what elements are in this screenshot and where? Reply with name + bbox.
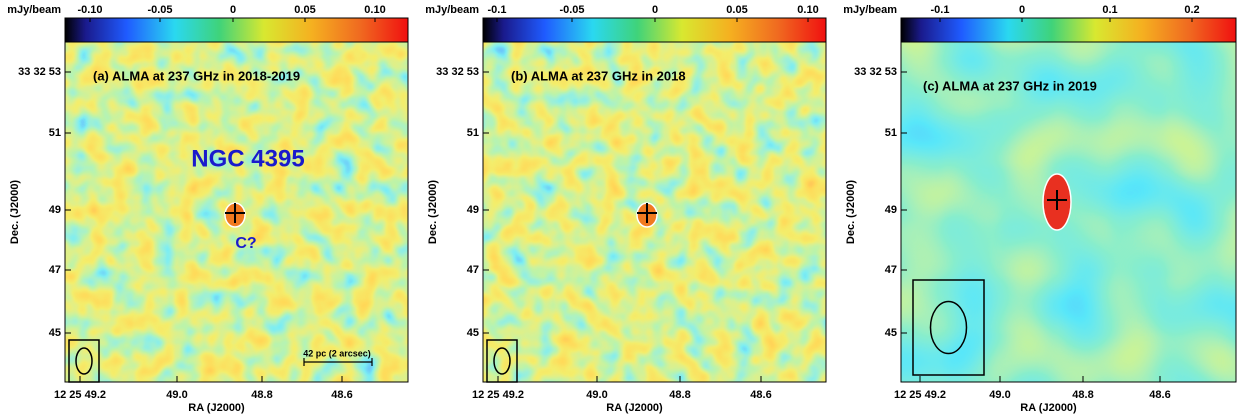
beam-box — [912, 279, 985, 376]
x-tick-label: 48.6 — [331, 389, 352, 401]
x-tick-label: 49.0 — [989, 389, 1010, 401]
y-tick-label: 47 — [467, 264, 479, 276]
colorbar-tick-label: -0.05 — [147, 4, 172, 16]
position-cross — [637, 203, 657, 223]
colorbar-tick-label: -0.05 — [559, 4, 584, 16]
y-axis-label: Dec. (J2000) — [9, 180, 21, 245]
x-axis-label: RA (J2000) — [188, 402, 245, 414]
x-axis-label: RA (J2000) — [1020, 402, 1077, 414]
beam-box — [68, 339, 100, 383]
x-axis-label: RA (J2000) — [606, 402, 663, 414]
x-tick-label: 48.8 — [251, 389, 272, 401]
colorbar-tick-label: 0.10 — [797, 4, 818, 16]
y-tick-label: 51 — [467, 127, 479, 139]
panel-label: (c) ALMA at 237 GHz in 2019 — [923, 78, 1097, 93]
scale-bar — [303, 358, 373, 366]
x-tick-label: 48.6 — [1149, 389, 1170, 401]
x-tick-label: 12 25 49.2 — [54, 389, 106, 401]
x-tick-label: 49.0 — [586, 389, 607, 401]
colorbar-tick-label: 0.1 — [1102, 4, 1117, 16]
panel-label: (b) ALMA at 237 GHz in 2018 — [511, 68, 686, 83]
y-tick-label: 47 — [885, 264, 897, 276]
colorbar — [64, 17, 409, 43]
y-axis-label: Dec. (J2000) — [845, 180, 857, 245]
y-tick-label: 51 — [49, 127, 61, 139]
colorbar-tick-label: -0.10 — [77, 4, 102, 16]
x-tick-label: 49.0 — [166, 389, 187, 401]
position-cross — [225, 203, 245, 223]
colorbar — [900, 17, 1237, 43]
y-tick-label: 33 32 53 — [436, 66, 479, 78]
y-axis-label: Dec. (J2000) — [427, 180, 439, 245]
x-tick-label: 12 25 49.2 — [472, 389, 524, 401]
colorbar-tick-label: 0.10 — [364, 4, 385, 16]
x-tick-label: 48.6 — [750, 389, 771, 401]
y-tick-label: 51 — [885, 127, 897, 139]
colorbar-tick-label: 0.05 — [726, 4, 747, 16]
y-tick-label: 49 — [49, 204, 61, 216]
y-tick-label: 33 32 53 — [18, 66, 61, 78]
y-tick-label: 49 — [467, 204, 479, 216]
x-tick-label: 48.8 — [669, 389, 690, 401]
beam — [929, 300, 968, 355]
y-tick-label: 45 — [49, 327, 61, 339]
colorbar-tick-label: 0 — [652, 4, 658, 16]
panel-label: (a) ALMA at 237 GHz in 2018-2019 — [93, 68, 300, 83]
colorbar-tick-label: 0.05 — [294, 4, 315, 16]
x-tick-label: 12 25 49.2 — [894, 389, 946, 401]
map-frame — [900, 41, 1237, 383]
annotation: NGC 4395 — [191, 145, 304, 172]
colorbar-unit: mJy/beam — [425, 4, 479, 16]
position-cross — [1047, 190, 1067, 210]
y-tick-label: 45 — [467, 327, 479, 339]
y-tick-label: 33 32 53 — [854, 66, 897, 78]
colorbar-unit: mJy/beam — [7, 4, 61, 16]
x-tick-label: 48.8 — [1072, 389, 1093, 401]
colorbar-unit: mJy/beam — [843, 4, 897, 16]
colorbar-tick-label: 0.2 — [1184, 4, 1199, 16]
y-tick-label: 45 — [885, 327, 897, 339]
annotation: 42 pc (2 arcsec) — [303, 348, 371, 358]
colorbar-tick-label: 0 — [230, 4, 236, 16]
beam-box — [486, 339, 518, 383]
y-tick-label: 47 — [49, 264, 61, 276]
colorbar-tick-label: 0 — [1019, 4, 1025, 16]
colorbar-tick-label: -0.1 — [931, 4, 950, 16]
map-frame — [64, 41, 409, 383]
map-frame — [482, 41, 827, 383]
annotation: C? — [235, 235, 256, 252]
y-tick-label: 49 — [885, 204, 897, 216]
beam — [493, 347, 511, 375]
beam — [75, 347, 93, 375]
colorbar-tick-label: -0.1 — [488, 4, 507, 16]
